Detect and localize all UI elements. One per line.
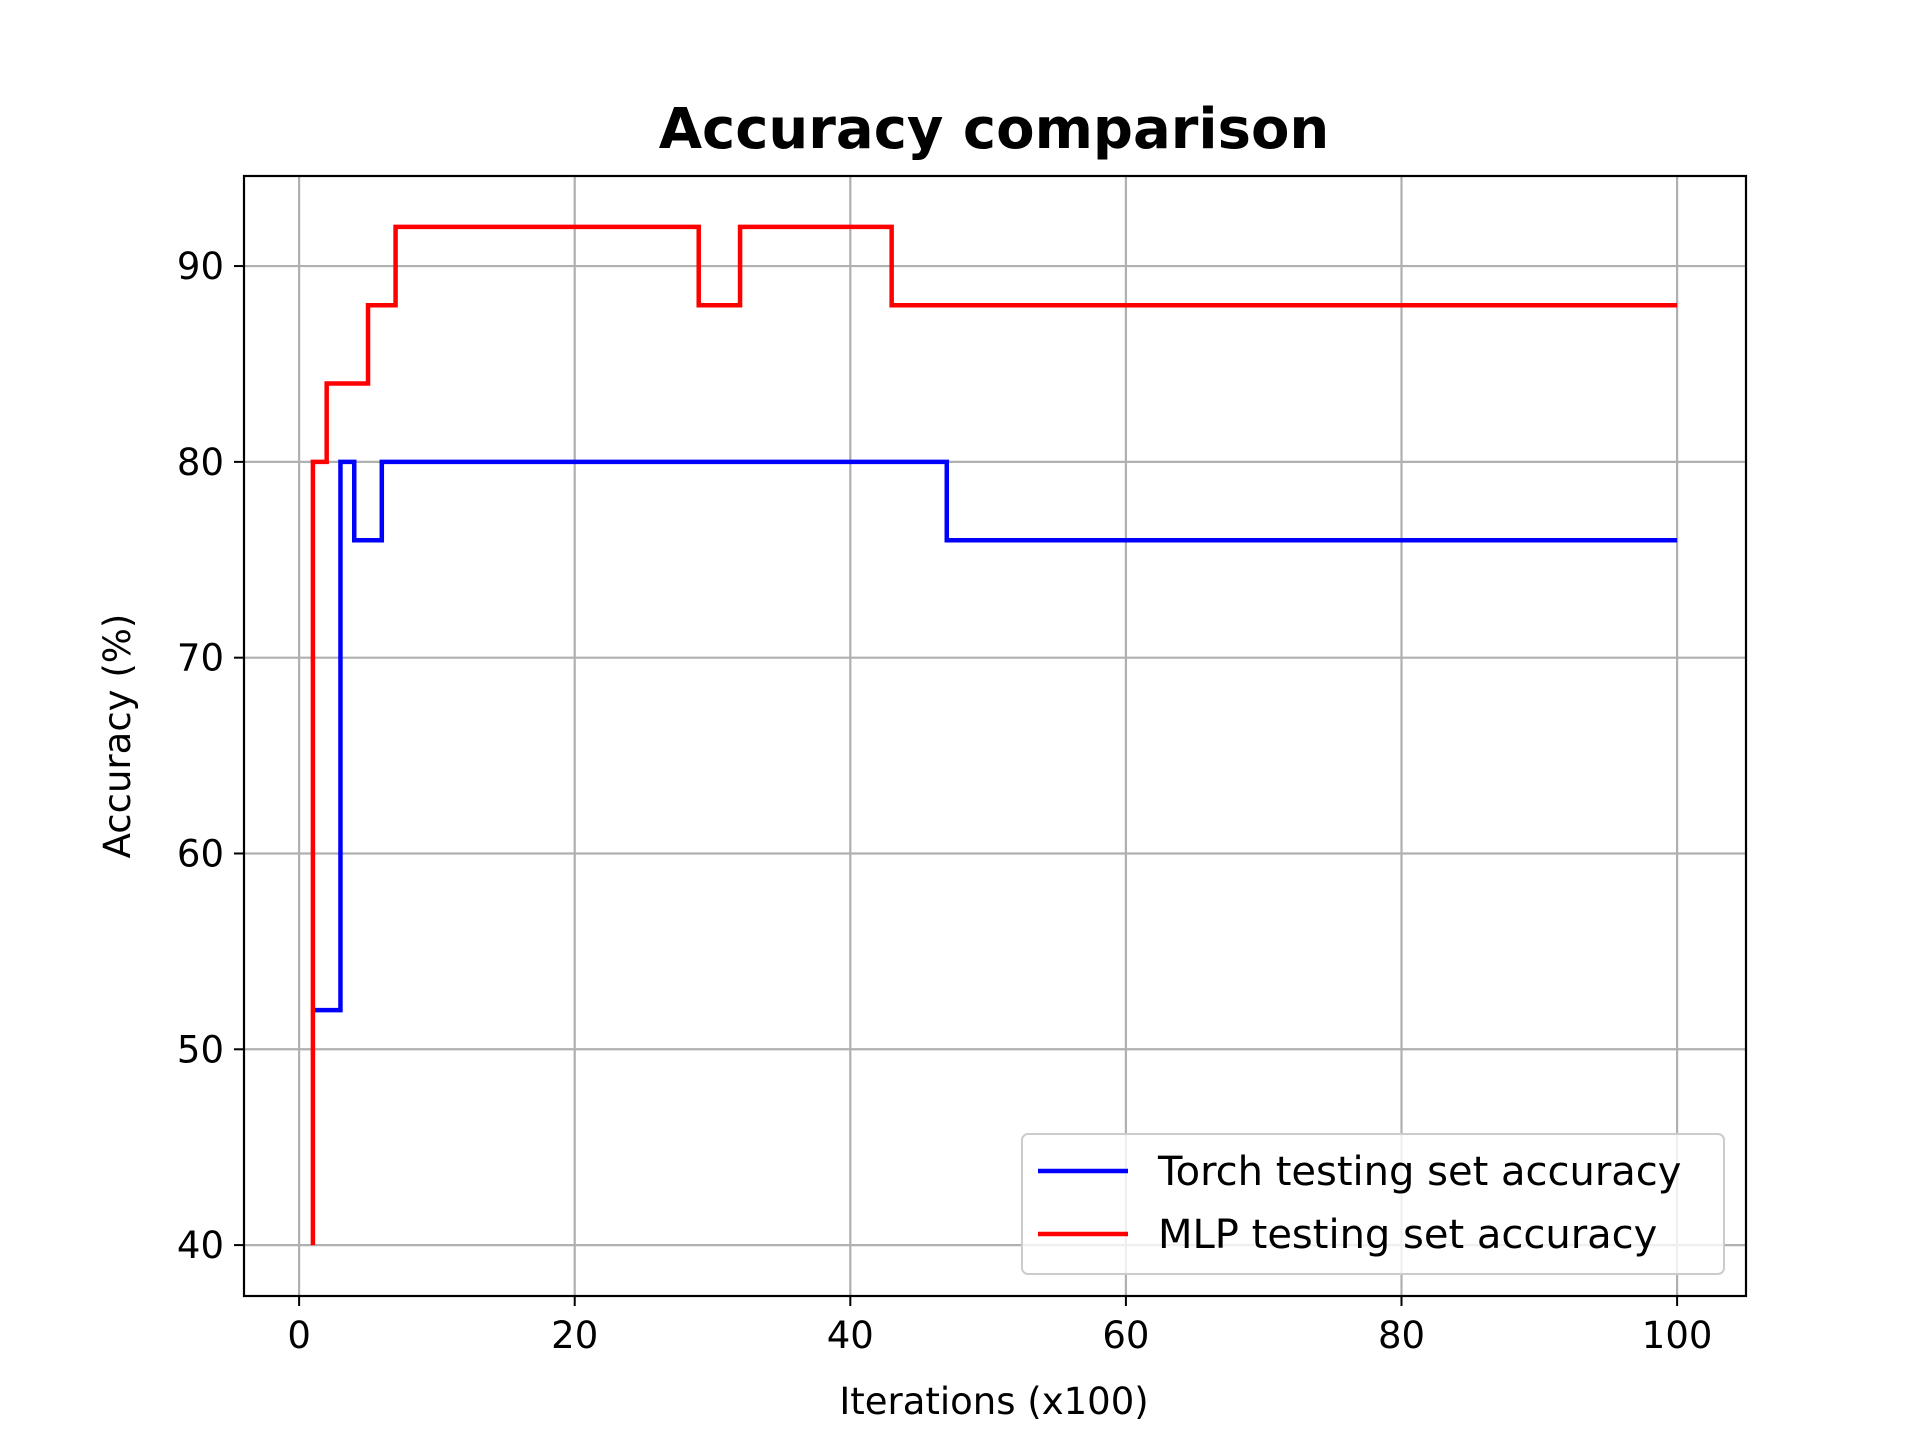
legend-label-torch: Torch testing set accuracy	[1157, 1149, 1681, 1195]
legend-frame	[1021, 1133, 1725, 1275]
grid-lines	[244, 176, 1746, 1296]
x-tick-label: 0	[287, 1314, 311, 1357]
legend: Torch testing set accuracy MLP testing s…	[1021, 1133, 1725, 1275]
y-axis-label: Accuracy (%)	[96, 614, 139, 859]
plot-series	[310, 224, 1678, 1246]
y-tick-label: 50	[177, 1028, 224, 1071]
y-tick-label: 40	[177, 1224, 224, 1267]
y-tick-label: 70	[177, 637, 224, 680]
x-tick-label: 40	[827, 1314, 874, 1357]
y-tick-label: 90	[177, 245, 224, 288]
y-tick-label: 60	[177, 832, 224, 875]
x-axis-label: Iterations (x100)	[839, 1380, 1148, 1423]
axis-ticks: 0 20 40 60 80 100 40 50 60 70 80 90	[177, 245, 1713, 1357]
plot-frame	[242, 174, 1748, 1298]
x-tick-label: 60	[1102, 1314, 1149, 1357]
series-line-mlp	[310, 224, 1678, 1246]
series-line-torch	[312, 459, 1678, 1013]
x-tick-label: 100	[1642, 1314, 1713, 1357]
legend-label-mlp: MLP testing set accuracy	[1158, 1212, 1657, 1258]
x-tick-label: 20	[551, 1314, 598, 1357]
x-tick-label: 80	[1378, 1314, 1425, 1357]
chart-title: Accuracy comparison	[659, 97, 1330, 162]
y-tick-label: 80	[177, 441, 224, 484]
